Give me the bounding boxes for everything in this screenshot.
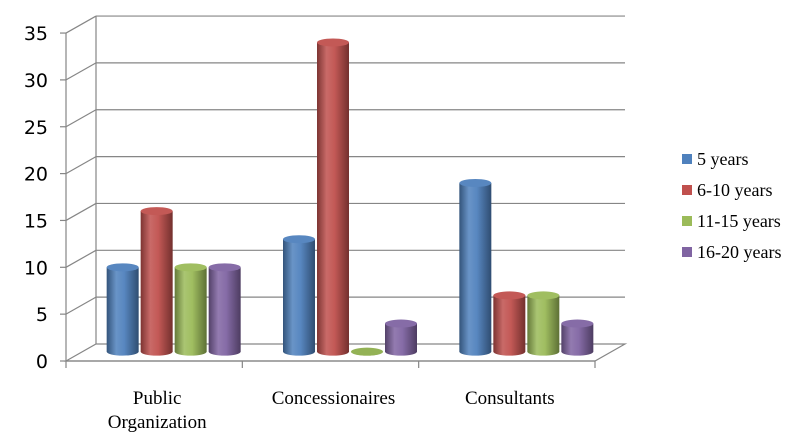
bar-body — [208, 267, 241, 356]
gridline-side — [65, 202, 97, 221]
bar — [317, 38, 349, 356]
bar-body — [459, 182, 492, 356]
bar-body — [317, 42, 349, 356]
bar — [493, 291, 526, 356]
bar-top — [140, 207, 173, 216]
y-tick-label: 5 — [36, 304, 48, 326]
legend-swatch — [682, 247, 692, 257]
y-tick-label: 20 — [24, 164, 48, 186]
bar-top — [106, 263, 139, 272]
bar — [208, 263, 241, 356]
y-tick-label: 35 — [24, 23, 48, 45]
bar-top — [317, 38, 349, 47]
y-axis-ticks: 0 5 10 15 20 25 30 35 — [24, 23, 66, 373]
bar-top — [208, 263, 241, 272]
bar — [283, 235, 315, 356]
bar-body — [140, 211, 173, 356]
bar-body — [385, 323, 417, 356]
gridline-side — [65, 249, 97, 268]
bars — [106, 38, 594, 356]
bar-top — [493, 291, 526, 300]
bar-body — [106, 267, 139, 356]
legend-label: 6-10 years — [697, 180, 772, 200]
legend: 5 years 6-10 years 11-15 years 16-20 years — [682, 149, 781, 262]
x-category-label: Organization — [108, 412, 207, 433]
y-tick-label: 15 — [24, 210, 48, 232]
bar-top — [283, 235, 315, 244]
bar — [106, 263, 139, 356]
x-axis-labels: Public Organization Concessionaires Consult… — [108, 388, 555, 433]
y-tick-label: 25 — [24, 117, 48, 139]
bar — [527, 291, 560, 356]
bar-body — [283, 239, 315, 356]
bar-top — [385, 319, 417, 328]
gridline-side — [65, 15, 97, 34]
legend-label: 16-20 years — [697, 242, 781, 262]
gridline-side — [65, 296, 97, 315]
y-tick-label: 0 — [36, 351, 48, 373]
y-tick-label: 10 — [24, 257, 48, 279]
bar — [561, 319, 594, 356]
gridline-side — [65, 62, 97, 81]
x-category-label: Consultants — [465, 388, 555, 409]
axes — [65, 16, 596, 368]
bar-top — [351, 347, 383, 356]
x-category-label: Public — [133, 388, 182, 409]
legend-label: 5 years — [697, 149, 748, 169]
bar-top — [527, 291, 560, 300]
legend-label: 11-15 years — [697, 211, 781, 231]
y-tick-label: 30 — [24, 70, 48, 92]
bar-body — [561, 323, 594, 356]
bar-body — [527, 295, 560, 356]
bar-body — [174, 267, 207, 356]
legend-swatch — [682, 154, 692, 164]
bar-top — [174, 263, 207, 272]
gridline-side — [65, 109, 97, 128]
x-category-label: Concessionaires — [272, 388, 395, 409]
bar-body — [493, 295, 526, 356]
bar-top — [561, 319, 594, 328]
legend-swatch — [682, 216, 692, 226]
bar — [459, 178, 492, 356]
bar — [385, 319, 417, 356]
bar-top — [459, 178, 492, 187]
gridline-side — [65, 156, 97, 175]
bar — [140, 207, 173, 356]
legend-swatch — [682, 185, 692, 195]
bar — [351, 347, 383, 356]
bar — [174, 263, 207, 356]
